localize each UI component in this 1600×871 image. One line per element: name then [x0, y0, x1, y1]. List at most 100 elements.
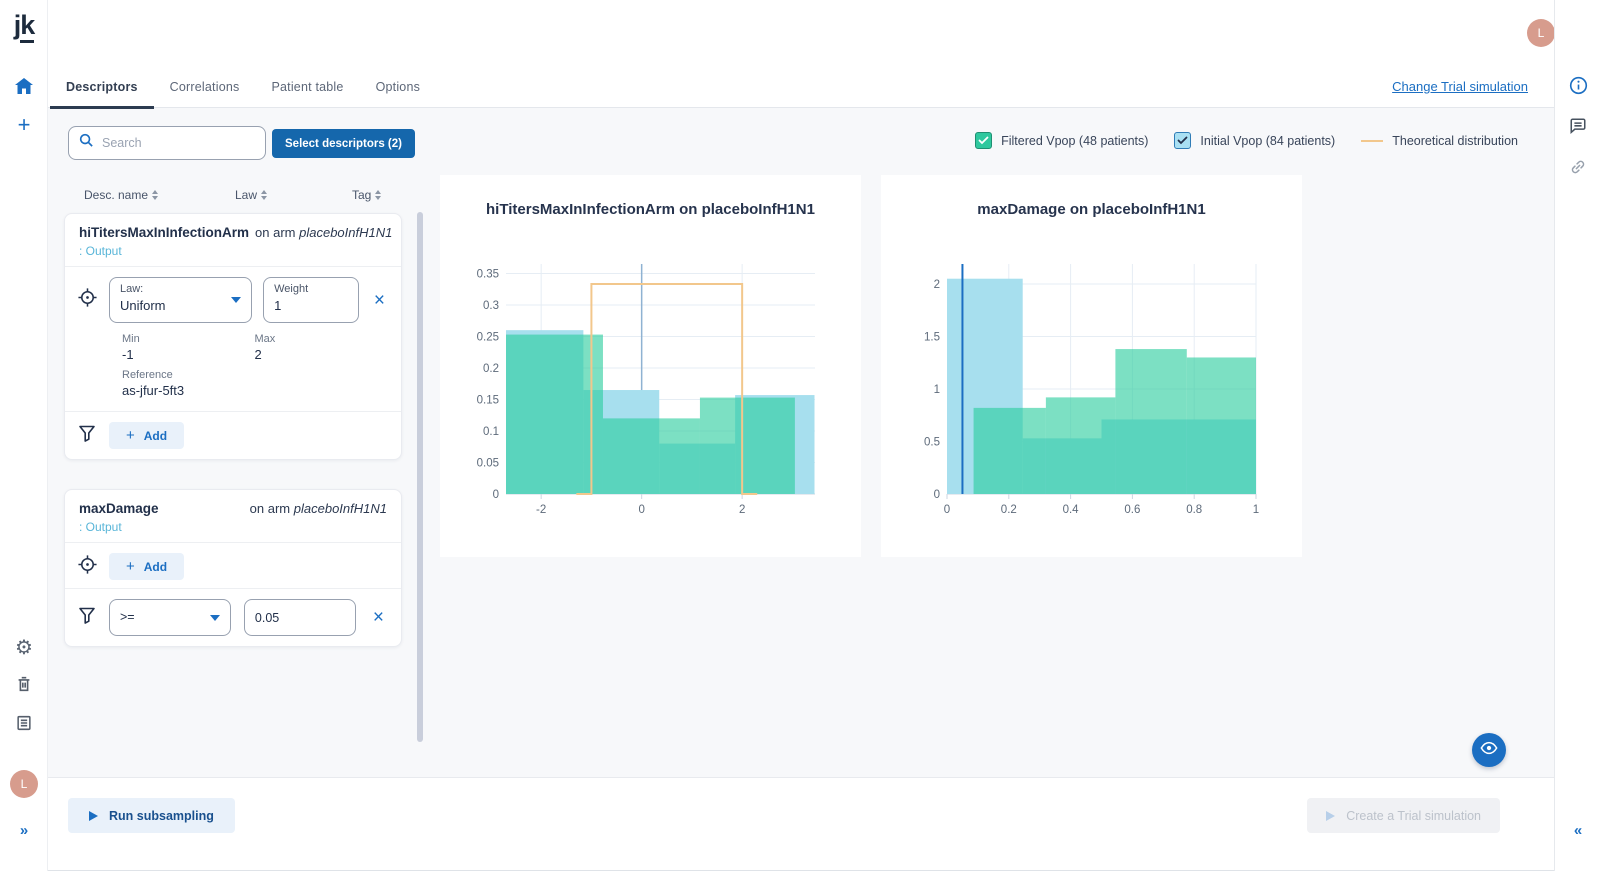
funnel-icon[interactable]: [78, 606, 96, 630]
descriptor-arm: on arm placeboInfH1N1: [255, 225, 392, 240]
comments-button[interactable]: [1555, 114, 1600, 142]
expand-sidebar-button[interactable]: »: [0, 816, 48, 844]
select-descriptors-button[interactable]: Select descriptors (2): [272, 129, 415, 158]
svg-text:0.35: 0.35: [477, 268, 499, 280]
remove-filter-button[interactable]: ×: [369, 608, 388, 627]
card-header: maxDamage on arm placeboInfH1N1 : Output: [65, 490, 401, 543]
legend-initial-vpop: Initial Vpop (84 patients): [1174, 132, 1335, 149]
svg-text:0: 0: [638, 504, 644, 516]
close-icon: ×: [373, 289, 385, 311]
filter-value-input[interactable]: [254, 600, 345, 635]
add-law-button[interactable]: + Add: [109, 553, 185, 580]
avatar: L: [10, 770, 38, 798]
trash-button[interactable]: [0, 672, 48, 700]
target-icon[interactable]: [77, 554, 98, 580]
min-max-row: Min -1 Max 2: [65, 331, 401, 362]
collapse-right-rail-button[interactable]: «: [1555, 816, 1600, 844]
on-arm-prefix: on arm: [255, 225, 296, 240]
column-label: Tag: [352, 188, 372, 202]
search-box[interactable]: [68, 126, 266, 160]
search-input[interactable]: [102, 136, 263, 150]
chart-card-maxDamage: maxDamage on placeboInfH1N1 0 0.5 1 1.5 2 0 0.…: [881, 175, 1302, 557]
reference-value: as-jfur-5ft3: [122, 383, 185, 398]
play-icon: [89, 810, 98, 821]
tab-label: Options: [375, 80, 421, 94]
reference-label: Reference: [122, 369, 173, 381]
min-value: -1: [122, 347, 134, 362]
link-button[interactable]: [1555, 155, 1600, 183]
column-desc-name[interactable]: Desc. name: [84, 187, 159, 203]
user-avatar-header[interactable]: L: [1527, 19, 1555, 47]
tabs: Descriptors Correlations Patient table O…: [48, 66, 1554, 109]
panel-scrollbar[interactable]: [417, 212, 423, 742]
user-avatar-rail[interactable]: L: [0, 770, 48, 798]
link-icon: [1569, 158, 1587, 181]
svg-text:0.2: 0.2: [1001, 504, 1017, 516]
filter-operator-select[interactable]: >=: [109, 599, 231, 636]
settings-button[interactable]: ⚙: [0, 633, 48, 661]
filter-value-field: [243, 599, 356, 636]
law-select[interactable]: Law: Uniform: [109, 277, 253, 323]
new-item-button[interactable]: +: [0, 111, 48, 139]
info-button[interactable]: [1555, 74, 1600, 102]
descriptor-arm: on arm placeboInfH1N1: [250, 501, 387, 516]
svg-text:2: 2: [934, 279, 940, 291]
filtered-vpop-checkbox[interactable]: [975, 132, 993, 149]
run-subsampling-button[interactable]: Run subsampling: [68, 798, 235, 833]
max-label: Max: [254, 333, 276, 345]
chevron-down-icon: [209, 615, 220, 626]
gear-icon: ⚙: [15, 636, 33, 659]
column-law[interactable]: Law: [235, 187, 268, 203]
svg-text:0: 0: [493, 489, 499, 501]
home-button[interactable]: [0, 74, 48, 102]
arm-name: placeboInfH1N1: [293, 501, 387, 516]
svg-text:0.4: 0.4: [1063, 504, 1080, 516]
filter-row: >= ×: [65, 588, 401, 646]
theoretical-line-swatch: [1361, 139, 1384, 142]
target-icon[interactable]: [77, 287, 98, 313]
initial-vpop-checkbox[interactable]: [1174, 132, 1192, 149]
reference-row: Reference as-jfur-5ft3: [65, 362, 401, 411]
remove-law-button[interactable]: ×: [370, 291, 389, 310]
svg-text:1: 1: [934, 384, 940, 396]
histogram-maxDamage: 0 0.5 1 1.5 2 0 0.2 0.4 0.6 0.8 1: [924, 264, 1259, 516]
eye-icon: [1480, 741, 1498, 760]
add-label: Add: [143, 428, 168, 443]
avatar: L: [1527, 19, 1555, 47]
tab-descriptors[interactable]: Descriptors: [50, 66, 154, 109]
card-header: hiTitersMaxInInfectionArm on arm placebo…: [65, 214, 401, 267]
change-trial-simulation-link[interactable]: Change Trial simulation: [1392, 79, 1528, 94]
svg-text:1.5: 1.5: [924, 331, 940, 343]
legend-theoretical: Theoretical distribution: [1361, 134, 1518, 148]
funnel-icon[interactable]: [78, 424, 96, 448]
svg-text:0.5: 0.5: [924, 436, 940, 448]
tab-bar: Descriptors Correlations Patient table O…: [48, 66, 1554, 109]
chart-title: maxDamage on placeboInfH1N1: [977, 201, 1206, 218]
top-header: L: [48, 0, 1555, 66]
sort-icon: [261, 187, 268, 203]
law-label: Law:: [120, 283, 144, 295]
trash-icon: [15, 675, 33, 698]
weight-field[interactable]: Weight: [263, 277, 359, 323]
column-label: Law: [235, 188, 258, 202]
avatar-initial: L: [1537, 26, 1545, 40]
column-tag[interactable]: Tag: [352, 187, 382, 203]
main-content: Select descriptors (2) Desc. name Law Ta…: [48, 108, 1554, 777]
preview-eye-button[interactable]: [1472, 733, 1506, 767]
add-filter-button[interactable]: + Add: [109, 422, 185, 449]
tab-patient-table[interactable]: Patient table: [255, 66, 359, 108]
app-logo[interactable]: jk: [0, 10, 48, 43]
create-trial-simulation-button[interactable]: Create a Trial simulation: [1307, 798, 1500, 833]
chevron-down-icon: [231, 297, 242, 308]
logo-k: k: [20, 10, 35, 43]
search-icon: [79, 133, 94, 153]
tab-options[interactable]: Options: [360, 66, 436, 108]
law-row: Law: Uniform Weight ×: [65, 267, 401, 331]
svg-text:1: 1: [1253, 504, 1259, 516]
chevrons-left-icon: «: [1573, 821, 1583, 839]
tab-correlations[interactable]: Correlations: [154, 66, 256, 108]
weight-input[interactable]: [274, 298, 345, 313]
notes-button[interactable]: [0, 711, 48, 739]
arm-name: placeboInfH1N1: [299, 225, 393, 240]
svg-text:0.8: 0.8: [1186, 504, 1202, 516]
